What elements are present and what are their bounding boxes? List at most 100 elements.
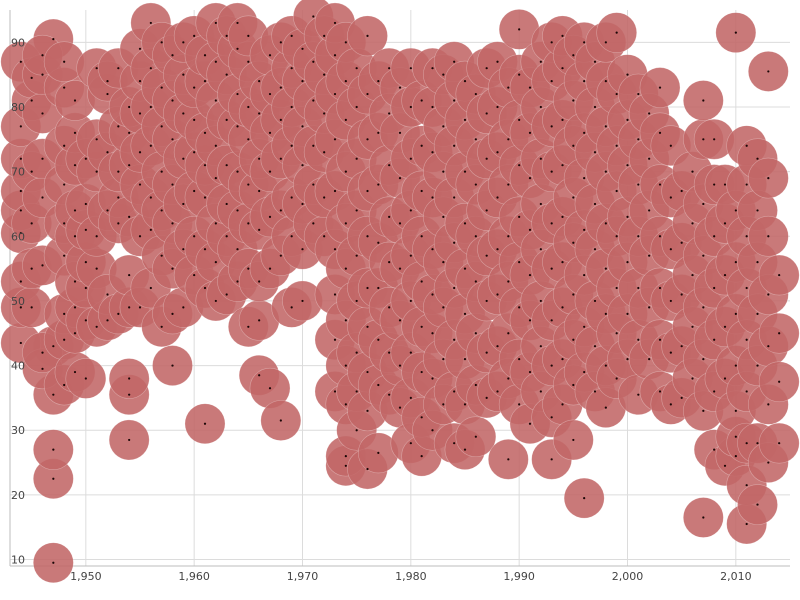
data-point-dot — [539, 60, 542, 63]
data-point-dot — [171, 267, 174, 270]
data-point-dot — [225, 118, 228, 122]
data-point-dot — [702, 409, 705, 412]
data-point-dot — [95, 267, 98, 270]
data-point-dot — [117, 170, 120, 173]
data-point-dot — [507, 332, 510, 335]
data-point-dot — [236, 125, 239, 128]
data-point-dot — [366, 235, 369, 238]
data-point-dot — [572, 438, 575, 442]
data-point-dot — [496, 105, 499, 109]
data-point-dot — [236, 209, 239, 212]
data-point-dot — [377, 286, 380, 290]
data-point-dot — [63, 312, 66, 315]
data-point-dot — [420, 325, 423, 328]
data-point-dot — [756, 364, 759, 367]
data-point-dot — [160, 254, 163, 257]
data-point-dot — [550, 170, 553, 173]
data-point-dot — [193, 189, 196, 193]
data-point-dot — [409, 299, 412, 303]
data-point-dot — [702, 202, 705, 206]
data-point-dot — [572, 293, 575, 296]
data-point-dot — [63, 60, 66, 63]
data-point-dot — [778, 442, 781, 445]
data-point-dot — [149, 196, 152, 199]
data-point-dot — [723, 325, 727, 328]
data-point-dot — [41, 367, 44, 370]
data-point-dot — [778, 332, 781, 335]
data-point-dot — [572, 54, 575, 57]
data-point-dot — [203, 286, 207, 290]
data-point-dot — [756, 503, 759, 506]
data-point-dot — [431, 151, 434, 154]
data-point-dot — [355, 157, 358, 160]
data-point-dot — [615, 189, 618, 193]
data-point-dot — [258, 80, 261, 83]
data-point-dot — [247, 34, 250, 37]
data-point-dot — [572, 241, 575, 244]
data-point-dot — [333, 293, 337, 296]
data-point-dot — [19, 60, 22, 63]
data-point-dot — [583, 41, 586, 44]
data-point-dot — [561, 358, 564, 361]
data-point-dot — [344, 267, 347, 270]
data-point-dot — [409, 442, 412, 445]
data-point-dot — [474, 92, 477, 96]
data-point-dot — [626, 118, 629, 122]
data-point-dot — [138, 112, 142, 115]
data-point-dot — [236, 248, 239, 251]
y-tick-label: 40 — [11, 360, 25, 373]
data-point-dot — [149, 286, 152, 290]
data-point-dot — [63, 183, 66, 186]
y-tick-label: 60 — [11, 230, 25, 243]
data-point-dot — [160, 125, 163, 128]
data-point-dot — [593, 299, 597, 303]
data-point-dot — [128, 306, 131, 309]
data-point-dot — [63, 383, 66, 387]
data-point-dot — [431, 248, 434, 251]
data-point-dot — [258, 189, 261, 193]
data-point-dot — [301, 202, 304, 206]
data-point-dot — [333, 92, 337, 96]
data-point-dot — [723, 377, 727, 380]
data-point-dot — [420, 99, 423, 102]
data-point-dot — [355, 209, 358, 212]
data-point-dot — [637, 92, 640, 96]
data-point-dot — [572, 196, 575, 199]
data-point-dot — [604, 406, 607, 409]
y-tick-label: 70 — [11, 166, 25, 179]
data-point-dot — [431, 332, 434, 335]
data-point-dot — [453, 60, 456, 63]
data-point-dot — [648, 112, 651, 115]
data-point-dot — [658, 286, 662, 290]
data-point-dot — [550, 41, 553, 44]
data-point-dot — [767, 345, 770, 348]
data-point-dot — [442, 73, 445, 76]
data-point-dot — [615, 144, 618, 147]
data-point-dot — [106, 151, 109, 154]
data-point-dot — [442, 306, 445, 309]
data-point-dot — [73, 164, 77, 167]
data-point-dot — [713, 390, 716, 393]
data-point-dot — [128, 393, 131, 396]
data-point-dot — [485, 209, 488, 212]
data-point-dot — [84, 286, 87, 290]
data-point-dot — [518, 358, 521, 361]
data-point-dot — [474, 138, 477, 141]
data-point-dot — [669, 299, 672, 303]
y-tick-label: 10 — [11, 554, 25, 567]
data-point-dot — [258, 374, 261, 377]
data-point-dot — [344, 118, 347, 122]
data-point-dot — [561, 215, 564, 218]
data-point-dot — [745, 338, 748, 341]
data-point-dot — [572, 383, 575, 387]
data-point-dot — [463, 222, 467, 225]
data-point-dot — [41, 54, 44, 57]
data-point-dot — [583, 131, 586, 134]
data-point-dot — [333, 248, 337, 251]
data-point-dot — [366, 138, 369, 141]
data-point-dot — [312, 183, 315, 186]
data-point-dot — [453, 144, 456, 147]
data-point-dot — [182, 306, 185, 309]
data-point-dot — [680, 345, 683, 348]
x-tick-label: 1,990 — [503, 570, 535, 583]
